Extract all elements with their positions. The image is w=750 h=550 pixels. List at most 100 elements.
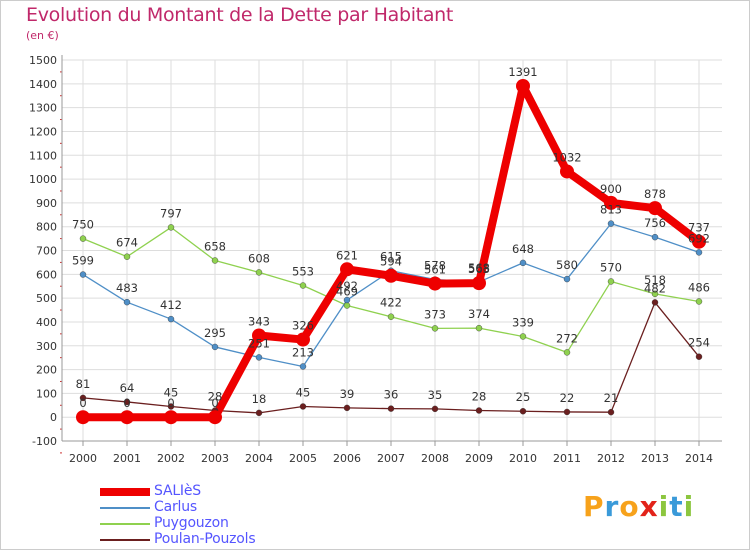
data-point: [431, 405, 439, 413]
data-label: 561: [424, 263, 446, 277]
data-label: 0: [123, 396, 130, 410]
data-point: [343, 296, 351, 304]
data-label: 251: [248, 336, 270, 350]
data-point: [607, 220, 615, 227]
data-label: 373: [424, 307, 446, 321]
data-label: 412: [160, 298, 182, 312]
data-label: 568: [468, 261, 490, 275]
data-point: [211, 257, 219, 264]
data-label: 254: [688, 336, 710, 350]
data-label: 553: [292, 265, 314, 279]
data-label: 482: [644, 281, 666, 295]
data-point: [299, 403, 307, 410]
data-point: [604, 195, 618, 210]
data-label: 326: [292, 319, 314, 333]
data-label: 0: [167, 396, 174, 410]
data-point: [208, 410, 222, 425]
legend-swatch: [100, 539, 150, 541]
data-label: 45: [296, 385, 311, 399]
data-label: 374: [468, 307, 490, 321]
y-tick-label: 200: [36, 364, 57, 377]
data-point: [123, 253, 131, 260]
logo-letter: P: [583, 490, 605, 523]
data-label: 18: [252, 392, 267, 406]
axes: -100010020030040050060070080090010001100…: [29, 54, 722, 465]
data-label: 213: [292, 345, 314, 359]
data-label: 36: [384, 388, 399, 402]
x-tick-label: 2000: [69, 452, 97, 465]
data-point: [563, 408, 571, 416]
data-label: 28: [208, 390, 223, 404]
y-tick-label: -100: [32, 435, 57, 448]
y-tick-label: 1500: [29, 54, 57, 67]
data-label: 295: [204, 326, 226, 340]
data-point: [695, 249, 703, 256]
x-tick-label: 2010: [509, 452, 537, 465]
y-tick-label: 400: [36, 316, 57, 329]
logo-letter: t: [669, 490, 684, 523]
data-point: [472, 276, 486, 291]
data-point: [651, 299, 659, 306]
data-point: [384, 268, 398, 283]
data-point: [167, 224, 175, 231]
data-label: 486: [688, 280, 710, 294]
data-label: 339: [512, 315, 534, 329]
x-tick-label: 2013: [641, 452, 669, 465]
data-label: 469: [336, 285, 358, 299]
data-point: [563, 349, 571, 356]
y-tick-label: 300: [36, 340, 57, 353]
y-tick-label: 1000: [29, 173, 57, 186]
data-label: 64: [120, 381, 135, 395]
data-label: 692: [688, 231, 710, 245]
x-tick-label: 2007: [377, 452, 405, 465]
y-tick-label: 1200: [29, 125, 57, 138]
x-tick-label: 2002: [157, 452, 185, 465]
data-labels: 0 0 0 0 343 326 621 594 561 563 1391 1032 900 878 737 5…: [72, 65, 710, 410]
data-label: 81: [76, 377, 91, 391]
chart-title: Evolution du Montant de la Dette par Hab…: [26, 4, 454, 26]
data-point: [299, 282, 307, 289]
legend-swatch: [100, 507, 150, 509]
data-label: 272: [556, 331, 578, 345]
data-point: [651, 290, 659, 298]
data-label: 578: [424, 259, 446, 273]
legend-label: Puygouzon: [154, 515, 229, 531]
data-point: [211, 343, 219, 351]
data-label: 35: [428, 388, 443, 402]
logo-letter: o: [619, 490, 640, 523]
data-label: 28: [472, 390, 487, 404]
data-label: 737: [688, 221, 710, 235]
series-points: [76, 78, 706, 425]
logo-letter: i: [683, 490, 695, 523]
data-label: 1032: [552, 150, 581, 164]
data-point: [123, 298, 131, 306]
data-label: 25: [516, 390, 531, 404]
legend-label: Poulan-Pouzols: [154, 531, 256, 547]
data-point: [252, 328, 266, 343]
data-point: [296, 332, 310, 347]
data-label: 0: [79, 396, 86, 410]
data-label: 674: [116, 236, 138, 250]
unit-label: (en €): [26, 29, 59, 42]
data-label: 492: [336, 279, 358, 293]
data-label: 580: [556, 258, 578, 272]
x-tick-label: 2001: [113, 452, 141, 465]
proxiti-logo: Proxiti: [583, 490, 694, 523]
data-label: 608: [248, 251, 270, 265]
data-label: 518: [644, 273, 666, 287]
data-point: [519, 408, 527, 415]
data-label: 750: [72, 218, 94, 232]
data-label: 563: [468, 262, 490, 276]
data-label: 22: [560, 391, 575, 405]
data-point: [387, 313, 395, 320]
y-tick-label: 1100: [29, 149, 57, 162]
data-label: 813: [600, 203, 622, 217]
data-label: 599: [72, 254, 94, 268]
y-tick-label: 500: [36, 292, 57, 305]
data-point: [428, 276, 442, 291]
y-tick-label: 100: [36, 387, 57, 400]
x-tick-label: 2012: [597, 452, 625, 465]
data-label: 45: [164, 385, 179, 399]
data-label: 756: [644, 216, 666, 230]
x-tick-label: 2008: [421, 452, 449, 465]
